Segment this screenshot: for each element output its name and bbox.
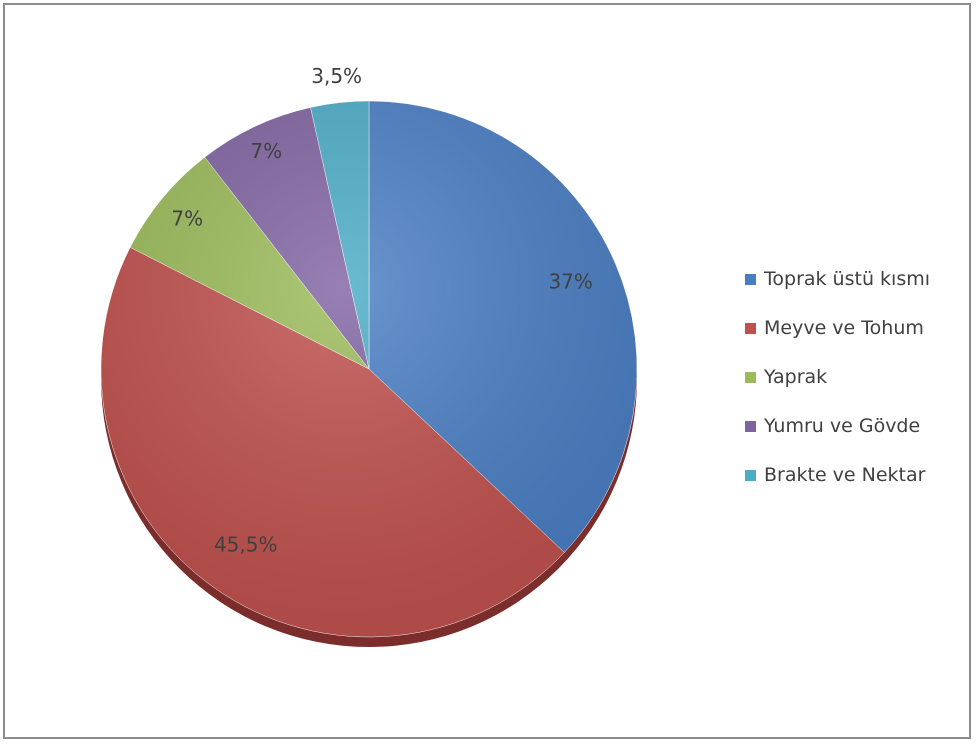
legend-item-meyve-ve-tohum: Meyve ve Tohum — [745, 316, 930, 340]
legend-label: Brakte ve Nektar — [764, 464, 926, 486]
pie-slices — [100, 100, 638, 647]
legend-item-brakte-ve-nektar: Brakte ve Nektar — [745, 463, 930, 487]
legend: Toprak üstü kısmı Meyve ve Tohum Yaprak Yum… — [745, 267, 930, 512]
data-label-meyve-ve-tohum: 45,5% — [214, 532, 278, 556]
pie-shading — [101, 101, 637, 637]
chart-frame: 37% 45,5% 7% 7% 3,5% Toprak üstü kısmı Meyve … — [3, 3, 971, 739]
legend-swatch — [745, 322, 756, 334]
legend-swatch — [745, 420, 756, 432]
legend-item-yumru-ve-govde: Yumru ve Gövde — [745, 414, 930, 438]
data-label-yaprak: 7% — [171, 207, 203, 231]
legend-swatch — [745, 273, 756, 285]
legend-item-toprak-ustu-k-sm: Toprak üstü kısmı — [745, 267, 930, 291]
legend-label: Toprak üstü kısmı — [764, 268, 930, 290]
pie-data-labels: 37% 45,5% 7% 7% 3,5% — [171, 64, 592, 556]
data-label-brakte-ve-nektar: 3,5% — [311, 64, 362, 88]
data-label-toprak-ustu-k-sm: 37% — [548, 270, 592, 294]
pie-chart: 37% 45,5% 7% 7% 3,5% — [100, 64, 638, 647]
legend-label: Yumru ve Gövde — [764, 415, 921, 437]
legend-label: Meyve ve Tohum — [764, 317, 924, 339]
legend-item-yaprak: Yaprak — [745, 365, 930, 389]
legend-label: Yaprak — [764, 366, 828, 388]
data-label-yumru-ve-govde: 7% — [250, 139, 282, 163]
legend-swatch — [745, 371, 756, 383]
legend-swatch — [745, 469, 756, 481]
